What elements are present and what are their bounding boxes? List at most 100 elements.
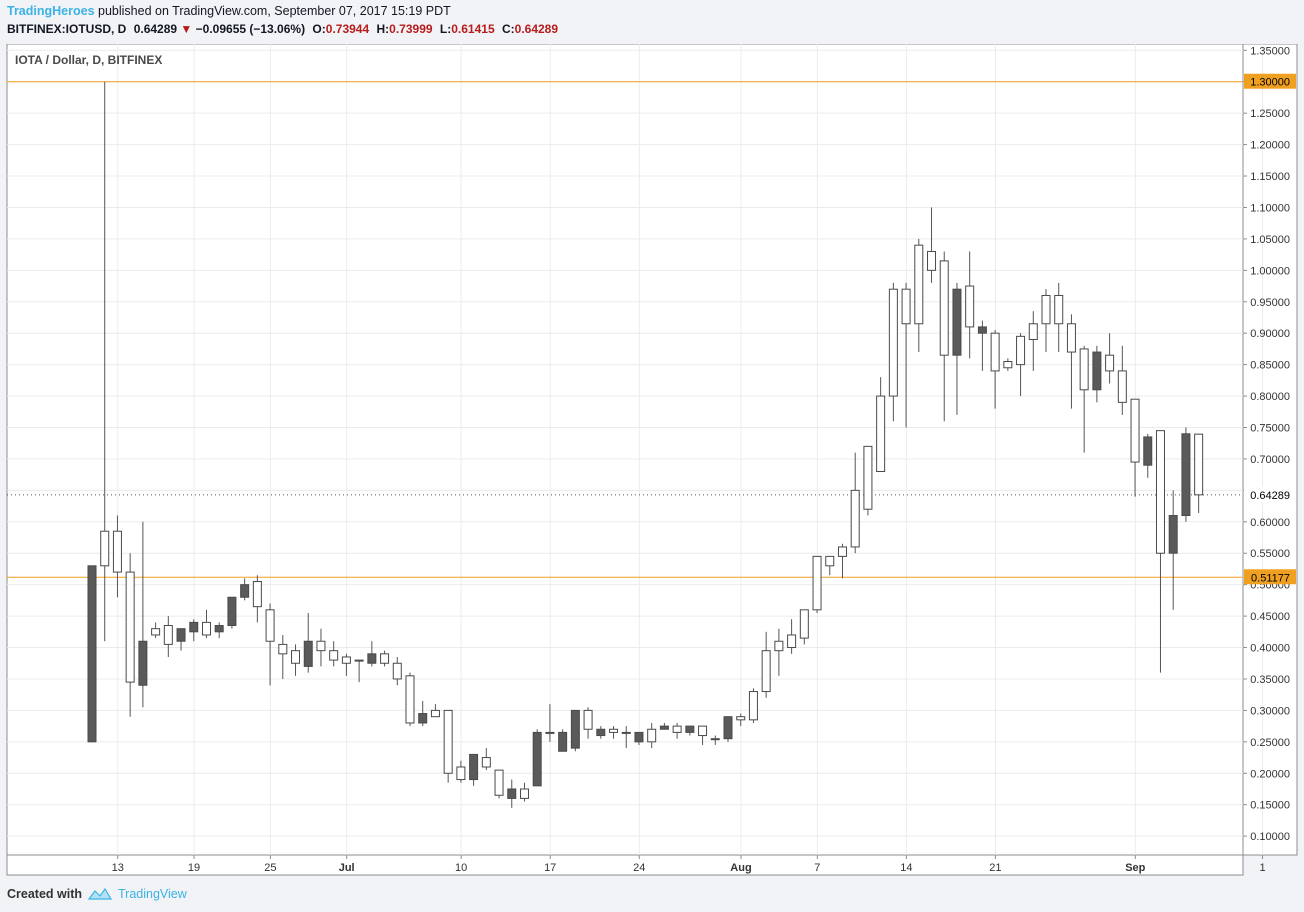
y-tick-label: 0.70000 — [1250, 454, 1290, 466]
candle-body-up — [291, 650, 301, 664]
candles — [87, 81, 1204, 808]
candle-body-up — [494, 769, 504, 796]
y-tick-label: 1.15000 — [1250, 171, 1290, 183]
horizontal-line-label: 0.51177 — [1251, 572, 1290, 584]
down-arrow-icon: ▼ — [180, 22, 193, 36]
candle-body-down — [138, 640, 148, 686]
candle-body-up — [939, 260, 949, 356]
candle-body-down — [532, 731, 542, 787]
open-value: 0.73944 — [325, 22, 370, 36]
candle-body-down — [977, 326, 987, 334]
candle-body-up — [965, 285, 975, 328]
chart-header: TradingHeroes published on TradingView.c… — [0, 0, 1304, 44]
y-tick-label: 0.25000 — [1250, 737, 1290, 749]
candle-body-up — [341, 656, 351, 664]
candle-body-down — [659, 725, 669, 730]
y-tick-label: 1.10000 — [1250, 202, 1290, 214]
candle-body-up — [647, 728, 657, 743]
low-value: 0.61415 — [451, 22, 495, 36]
candle-body-up — [990, 332, 1000, 372]
candle-body-up — [163, 625, 173, 645]
candle-body-up — [265, 609, 275, 642]
y-tick-label: 0.30000 — [1250, 705, 1290, 717]
candle-body-down — [367, 653, 377, 664]
candle-body-down — [418, 713, 428, 724]
y-tick-label: 0.10000 — [1250, 831, 1290, 843]
y-tick-label: 0.80000 — [1250, 391, 1290, 403]
y-tick-label: 0.20000 — [1250, 768, 1290, 780]
x-tick-label: 19 — [188, 862, 200, 874]
y-tick-label: 0.85000 — [1250, 360, 1290, 372]
candle-body-up — [125, 571, 135, 683]
candlestick-chart[interactable]: 0.10000 0.15000 0.20000 0.25000 0.30000 0.350… — [0, 44, 1304, 876]
candle-body-down — [189, 621, 199, 633]
candle-body-up — [519, 788, 529, 799]
tradingview-link[interactable]: TradingView — [118, 887, 187, 901]
author-link[interactable]: TradingHeroes — [7, 4, 95, 18]
x-tick-label: 10 — [455, 862, 467, 874]
candle-body-up — [1066, 323, 1076, 353]
candle-body-up — [863, 445, 873, 510]
x-tick-label: 21 — [989, 862, 1001, 874]
candle-body-up — [672, 725, 682, 733]
footer: Created with TradingView — [0, 876, 1304, 912]
candle-body-down — [176, 628, 186, 642]
high-label: H: — [376, 22, 390, 36]
chart-title: IOTA / Dollar, D, BITFINEX — [15, 53, 162, 67]
tradingview-logo-icon — [87, 887, 113, 900]
x-tick-label: Aug — [730, 862, 751, 874]
candle-body-up — [100, 530, 110, 567]
candle-body-up — [888, 288, 898, 397]
candle-body-up — [1105, 354, 1115, 372]
time-axis[interactable] — [6, 854, 1244, 876]
x-tick-label: 14 — [900, 862, 912, 874]
y-tick-label: 0.35000 — [1250, 674, 1290, 686]
candle-body-up — [799, 609, 809, 639]
close-label: C: — [501, 22, 515, 36]
y-tick-label: 0.45000 — [1250, 611, 1290, 623]
y-tick-label: 1.00000 — [1250, 265, 1290, 277]
created-with-text: Created with — [7, 887, 83, 901]
last-price-label: 0.64289 — [1250, 490, 1290, 502]
candle-body-up — [1028, 323, 1038, 340]
plot-area[interactable] — [6, 44, 1244, 856]
candle-body-up — [583, 709, 593, 730]
y-tick-label: 1.20000 — [1250, 140, 1290, 152]
candle-body-down — [87, 565, 97, 743]
symbol-label: BITFINEX:IOTUSD, D — [7, 22, 127, 36]
candle-body-up — [405, 675, 415, 724]
candle-body-up — [761, 650, 771, 693]
candle-body-up — [316, 640, 326, 652]
candle-body-up — [380, 653, 390, 664]
ohlc-line: BITFINEX:IOTUSD, D 0.64289 ▼ −0.09655 (−… — [7, 22, 558, 36]
candle-body-up — [201, 621, 211, 636]
horizontal-lines[interactable] — [7, 81, 1243, 578]
candle-body-down — [1092, 351, 1102, 391]
candle-body-up — [1155, 430, 1165, 554]
last-price: 0.64289 — [133, 22, 178, 36]
horizontal-line-label: 1.30000 — [1250, 77, 1290, 89]
candle-body-up — [1079, 348, 1089, 391]
price-labels: 1.30000 0.51177 0.64289 — [1244, 73, 1296, 585]
candle-body-up — [748, 691, 758, 721]
change-value: −0.09655 (−13.06%) — [195, 22, 306, 36]
candle-body-down — [952, 288, 962, 356]
published-text: published on TradingView.com, September … — [98, 4, 451, 18]
candle-body-down — [1168, 515, 1178, 554]
candle-body-up — [710, 738, 720, 741]
candle-body-up — [278, 643, 288, 655]
price-axis[interactable] — [1242, 44, 1298, 856]
candle-body-up — [914, 244, 924, 325]
candle-body-down — [723, 716, 733, 740]
y-tick-label: 0.75000 — [1250, 422, 1290, 434]
candle-body-down — [303, 640, 313, 667]
y-tick-label: 1.35000 — [1250, 45, 1290, 57]
candle-body-down — [558, 731, 568, 752]
candle-body-up — [1117, 370, 1127, 403]
y-tick-label: 0.40000 — [1250, 643, 1290, 655]
low-label: L: — [439, 22, 452, 36]
x-axis-ticks: 13 19 25 Jul 10 17 24 Aug 7 14 21 Sep 1 — [112, 855, 1266, 874]
candle-body-up — [850, 489, 860, 548]
publish-line: TradingHeroes published on TradingView.c… — [7, 4, 451, 18]
high-value: 0.73999 — [389, 22, 433, 36]
